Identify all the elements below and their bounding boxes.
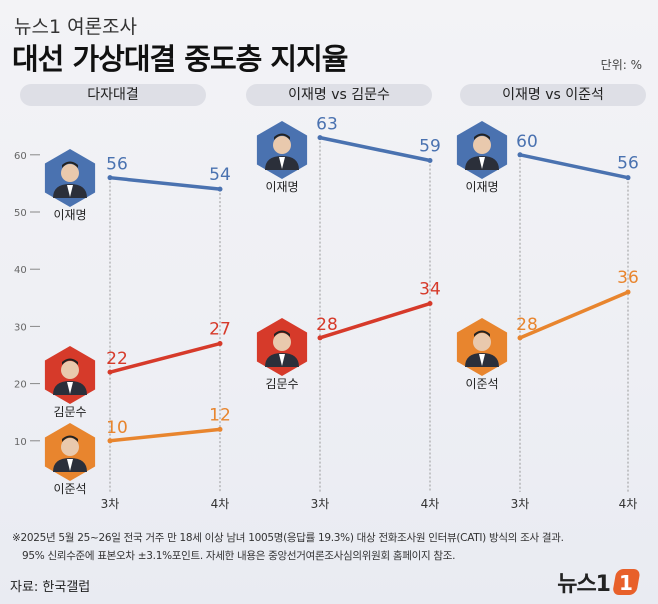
y-tick-label: 30 (14, 322, 27, 333)
x-tick-label: 4차 (211, 497, 230, 511)
x-tick-label: 3차 (101, 497, 120, 511)
portrait-face-icon (61, 438, 79, 456)
kicker: 뉴스1 여론조사 (14, 16, 138, 38)
portrait-shirt-icon (67, 185, 73, 197)
data-label: 54 (209, 165, 231, 185)
footnote-1: ※2025년 5월 25~26일 전국 거주 만 18세 이상 남녀 1005명… (12, 532, 564, 544)
portrait-shirt-icon (479, 157, 485, 169)
data-label: 34 (419, 280, 441, 300)
portrait-face-icon (473, 136, 491, 154)
footnote-2: 95% 신뢰수준에 표본오차 ±3.1%포인트. 자세한 내용은 중앙선거여론조… (22, 550, 456, 562)
portrait-hair-icon (62, 358, 78, 365)
portrait-shirt-icon (67, 459, 73, 471)
y-tick-label: 50 (14, 208, 27, 219)
data-label: 22 (106, 349, 128, 369)
portrait-shirt-icon (279, 354, 285, 366)
portrait-hair-icon (62, 161, 78, 168)
candidate-name: 이준석 (465, 377, 498, 391)
x-tick-label: 4차 (421, 497, 440, 511)
data-point (317, 135, 323, 141)
y-tick-label: 10 (14, 437, 27, 448)
logo-text: 뉴스1 (557, 572, 611, 597)
portrait-hair-icon (474, 133, 490, 140)
svg-text:1: 1 (619, 571, 633, 595)
portrait-face-icon (61, 164, 79, 182)
data-point (217, 186, 223, 192)
data-point (625, 289, 631, 295)
data-label: 28 (316, 315, 338, 335)
source: 자료: 한국갤럽 (10, 580, 91, 595)
data-point (107, 438, 113, 444)
data-label: 56 (617, 154, 639, 174)
y-tick-label: 20 (14, 380, 27, 391)
portrait-hair-icon (474, 330, 490, 337)
data-label: 27 (209, 320, 231, 340)
candidate-name: 김문수 (265, 377, 298, 391)
panel-title-lee-lee: 이재명 vs 이준석 (460, 84, 646, 106)
x-tick-label: 3차 (311, 497, 330, 511)
portrait-face-icon (273, 333, 291, 351)
portrait-shirt-icon (479, 354, 485, 366)
portrait-hair-icon (274, 133, 290, 140)
portrait-shirt-icon (279, 157, 285, 169)
portrait-face-icon (273, 136, 291, 154)
data-point (217, 341, 223, 347)
logo-mark-icon: 1 (613, 569, 640, 595)
portrait-shirt-icon (67, 382, 73, 394)
x-tick-label: 4차 (619, 497, 638, 511)
candidate-name: 이재명 (53, 208, 86, 222)
data-point (107, 175, 113, 181)
series-line-이준석 (109, 427, 221, 443)
panel-title-lee-kim: 이재명 vs 김문수 (246, 84, 432, 106)
data-point (217, 426, 223, 432)
portrait-face-icon (473, 333, 491, 351)
y-tick-label: 60 (14, 151, 27, 162)
y-tick-label: 40 (14, 265, 27, 276)
series-line-이준석 (519, 290, 629, 340)
data-label: 56 (106, 155, 128, 175)
candidate-name: 이재명 (265, 180, 298, 194)
chart: 10 20 30 40 50 60 3차 4차 56 54 이재명 22 27 김문수 10 12 이준석 3차 4… (14, 115, 639, 511)
unit-label: 단위: % (600, 58, 642, 72)
series-line-김문수 (109, 341, 221, 374)
data-point (517, 335, 523, 341)
data-label: 12 (209, 405, 231, 425)
news1-logo: 뉴스1 1 (557, 566, 640, 598)
x-tick-label: 3차 (511, 497, 530, 511)
data-point (427, 158, 433, 164)
portrait-hair-icon (274, 330, 290, 337)
data-point (625, 175, 631, 181)
page-title: 대선 가상대결 중도층 지지율 (12, 42, 348, 76)
data-point (107, 369, 113, 375)
series-line-이재명 (519, 153, 629, 180)
data-label: 63 (316, 115, 338, 135)
candidate-name: 김문수 (53, 405, 86, 419)
panel-title-multi: 다자대결 (20, 84, 206, 106)
data-point (317, 335, 323, 341)
data-point (517, 152, 523, 158)
data-label: 28 (516, 315, 538, 335)
data-label: 36 (617, 268, 639, 288)
portrait-hair-icon (62, 435, 78, 442)
candidate-name: 이재명 (465, 180, 498, 194)
series-line-이재명 (319, 135, 431, 163)
portrait-face-icon (61, 361, 79, 379)
data-label: 60 (516, 132, 538, 152)
data-label: 59 (419, 137, 441, 157)
data-label: 10 (106, 418, 128, 438)
data-point (427, 301, 433, 307)
candidate-name: 이준석 (53, 482, 86, 496)
series-line-김문수 (319, 301, 431, 340)
series-line-이재명 (109, 175, 221, 191)
